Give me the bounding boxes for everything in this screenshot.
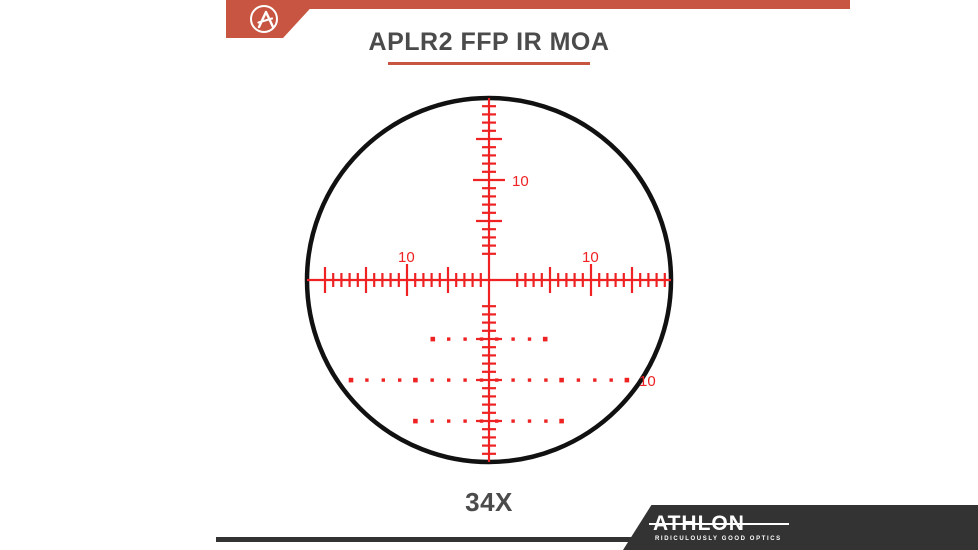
dot-row-minus-5: [430, 336, 548, 342]
reticle-diagram: 10 10 10 10: [0, 80, 978, 480]
top-accent-bar: [0, 0, 978, 14]
holdover-dot-rows: [348, 336, 630, 424]
top-accent-strip: [226, 0, 850, 9]
scale-label-horizontal-left: 10: [398, 249, 415, 266]
title-underline: [388, 62, 590, 65]
horizontal-ticks-left: [323, 264, 482, 296]
horizontal-ticks-right: [516, 264, 666, 296]
dot-row-minus-10: [348, 377, 630, 383]
reticle-svg: 10 10 10 10: [304, 95, 674, 465]
magnification-label: 34X: [465, 487, 513, 517]
scale-label-lower-right: 10: [639, 373, 656, 390]
vertical-ticks-up: [473, 105, 505, 255]
page-footer: ATHLON RIDICULOUSLY GOOD OPTICS: [0, 505, 978, 550]
dot-row-minus-15: [413, 418, 564, 424]
scale-label-horizontal-right: 10: [582, 249, 599, 266]
scale-label-vertical-up: 10: [512, 173, 529, 190]
athlon-a-circle-icon: [250, 5, 278, 33]
athlon-logo-badge: ATHLON RIDICULOUSLY GOOD OPTICS: [623, 505, 978, 550]
athlon-wordmark-rule: [649, 523, 789, 525]
page-title: APLR2 FFP IR MOA: [368, 28, 610, 56]
footer-rule: [216, 537, 978, 542]
athlon-tagline: RIDICULOUSLY GOOD OPTICS: [655, 536, 782, 542]
